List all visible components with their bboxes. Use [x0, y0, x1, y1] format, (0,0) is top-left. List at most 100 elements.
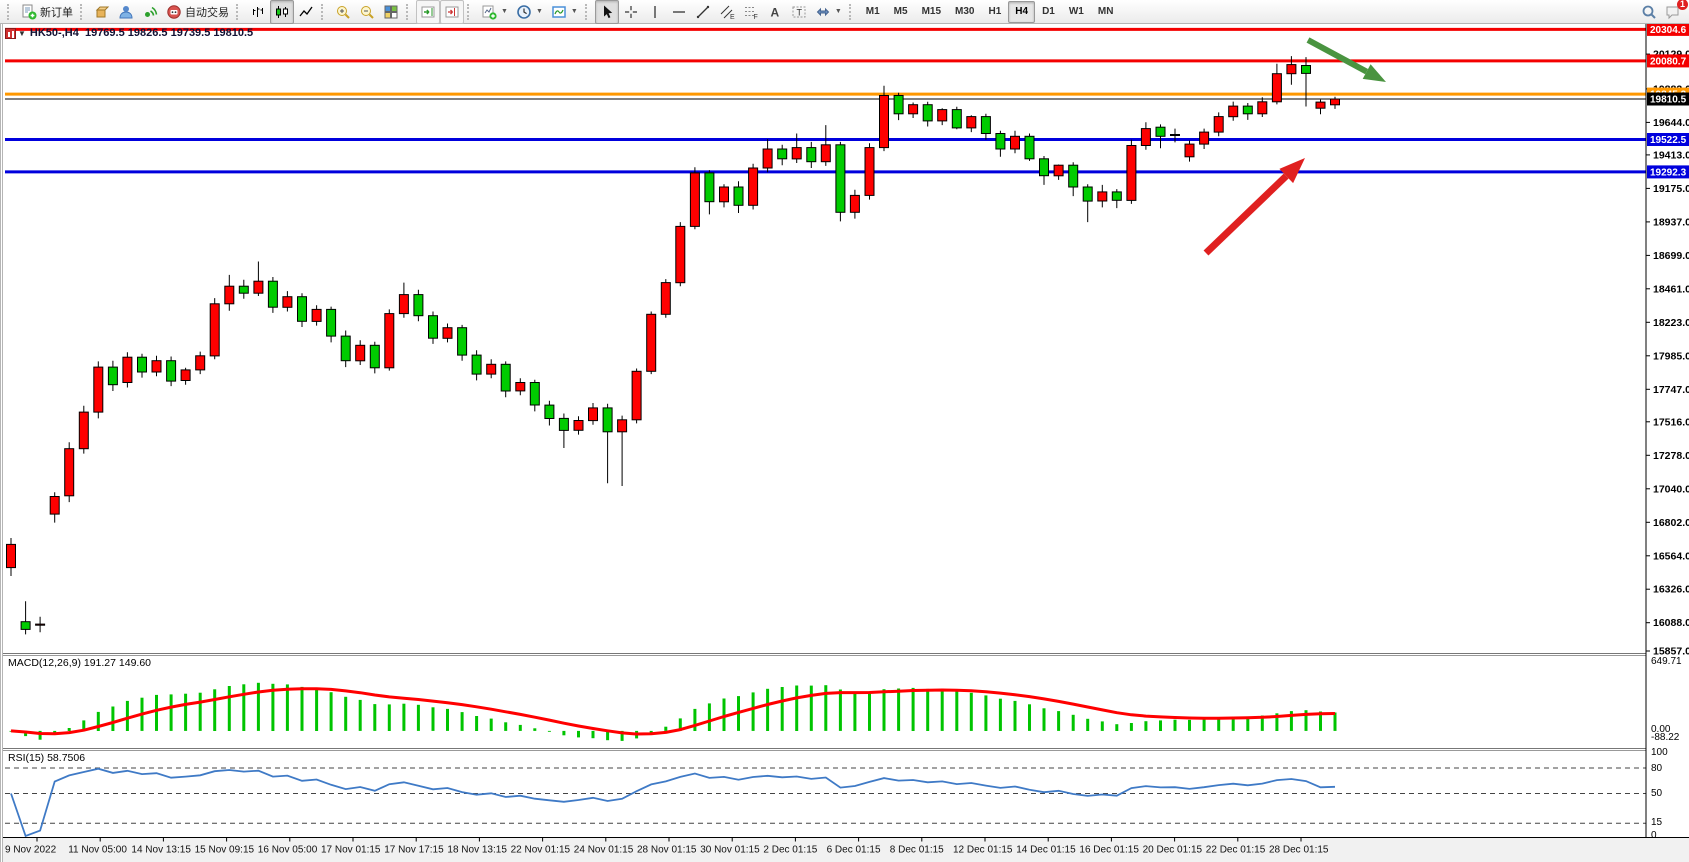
toolbar-grip: [584, 3, 592, 20]
chevron-down-icon[interactable]: ▼: [18, 29, 26, 38]
new-order-button[interactable]: 新订单: [17, 0, 77, 24]
svg-text:16802.0: 16802.0: [1653, 517, 1689, 529]
trendline-button[interactable]: [691, 0, 715, 24]
svg-text:16564.0: 16564.0: [1653, 550, 1689, 562]
marketwatch-button[interactable]: [90, 0, 114, 24]
chart-window[interactable]: 20129.019882.019644.019413.019175.018937…: [0, 24, 1689, 862]
bar-chart-button[interactable]: [246, 0, 270, 24]
tile-windows-button[interactable]: [379, 0, 403, 24]
shapes-icon: [816, 7, 830, 16]
chart-plus-icon: [482, 5, 497, 20]
candle-wicks: [10, 56, 1336, 635]
svg-text:14 Nov 13:15: 14 Nov 13:15: [131, 845, 191, 856]
zoom-out-button[interactable]: [355, 0, 379, 24]
chevron-down-icon[interactable]: ▼: [570, 8, 578, 15]
textlabel-icon: T: [792, 6, 806, 17]
navigator-button[interactable]: [138, 0, 162, 24]
tiles-icon: [384, 5, 398, 18]
timeframe-button-h1[interactable]: H1: [988, 5, 1002, 17]
candles-icon: [276, 5, 288, 18]
macd-signal-line: [10, 687, 1336, 736]
timeframe-button-m5[interactable]: M5: [893, 5, 908, 17]
svg-text:2 Dec 01:15: 2 Dec 01:15: [763, 845, 817, 856]
symbol-period-label: HK50-,H4: [29, 27, 79, 39]
time-axis[interactable]: 9 Nov 2022 11 Nov 05:00 14 Nov 13:15 15 Nov…: [3, 837, 1689, 862]
svg-text:F: F: [753, 14, 757, 20]
svg-text:A: A: [770, 5, 779, 19]
toolbar-grip: [80, 3, 87, 20]
line-chart-button[interactable]: [294, 0, 318, 24]
zoom-out-icon: [361, 5, 374, 19]
trendline-icon: [696, 5, 710, 18]
data-window-button[interactable]: [114, 0, 138, 24]
svg-text:17 Nov 01:15: 17 Nov 01:15: [321, 845, 381, 856]
vline-icon: [654, 5, 656, 18]
svg-text:19644.0: 19644.0: [1653, 117, 1689, 129]
chevron-down-icon[interactable]: ▼: [501, 8, 508, 15]
search-button[interactable]: [1637, 0, 1661, 24]
svg-text:12 Dec 01:15: 12 Dec 01:15: [953, 845, 1013, 856]
svg-text:17747.0: 17747.0: [1653, 384, 1689, 396]
crosshair-button[interactable]: [619, 0, 643, 24]
svg-text:18699.0: 18699.0: [1653, 250, 1689, 262]
text-button[interactable]: A: [763, 0, 787, 24]
autotrading-button[interactable]: 自动交易: [162, 0, 233, 24]
vline-button[interactable]: [643, 0, 667, 24]
timeframe-button-m30[interactable]: M30: [955, 5, 975, 17]
macd-indicator-label: MACD(12,26,9) 191.27 149.60: [8, 657, 152, 669]
candlestick-button[interactable]: [270, 0, 294, 24]
rsi-indicator-label: RSI(15) 58.7506: [8, 752, 86, 764]
svg-text:20 Dec 01:15: 20 Dec 01:15: [1143, 845, 1203, 856]
template-button[interactable]: ▼: [547, 0, 582, 24]
timeframe-button-mn[interactable]: MN: [1097, 5, 1114, 17]
annotation-arrow-up[interactable]: [1203, 158, 1305, 256]
svg-text:20080.7: 20080.7: [1650, 56, 1687, 67]
toolbar-grip: [848, 3, 856, 20]
new-chart-button[interactable]: ▼: [477, 0, 512, 24]
label-button[interactable]: T: [787, 0, 811, 24]
chart-symbol-icon: [5, 28, 16, 39]
svg-text:19810.5: 19810.5: [1650, 95, 1687, 106]
toolbar-grip: [467, 3, 474, 20]
chart-shift-button[interactable]: [440, 0, 464, 24]
notifications-button[interactable]: 1: [1661, 0, 1688, 24]
macd-histogram: [9, 682, 1337, 741]
channel-button[interactable]: E: [715, 0, 739, 24]
svg-text:11 Nov 05:00: 11 Nov 05:00: [68, 845, 127, 856]
timeframe-button-w1[interactable]: W1: [1068, 5, 1084, 17]
fibonacci-button[interactable]: F: [739, 0, 763, 24]
chevron-down-icon[interactable]: ▼: [535, 8, 543, 15]
notification-badge: 1: [1677, 0, 1688, 10]
timeframe-button-d1[interactable]: D1: [1042, 5, 1055, 17]
svg-text:18461.0: 18461.0: [1653, 283, 1689, 295]
shapes-button[interactable]: ▼: [811, 0, 846, 24]
linechart-icon: [299, 6, 313, 16]
price-axis[interactable]: 20129.019882.019644.019413.019175.018937…: [1645, 24, 1689, 841]
search-icon: [1642, 5, 1656, 19]
zoom-in-button[interactable]: [331, 0, 355, 24]
bull-candles: [6, 64, 1340, 626]
doc-plus-icon: [22, 4, 37, 19]
cursor-icon: [603, 5, 613, 18]
svg-text:80: 80: [1651, 763, 1663, 774]
chart-title: ▼ HK50-,H4 19769.5 19826.5 19739.5 19810.…: [18, 27, 253, 39]
timeframe-button-h4[interactable]: H4: [1008, 0, 1036, 23]
timeframe-button-m15[interactable]: M15: [921, 5, 942, 17]
crosshair-icon: [624, 5, 637, 18]
annotation-arrow-down[interactable]: [1306, 37, 1386, 82]
main-toolbar: 新订单 自动交易 ▼ ▼ ▼ E F A T ▼ M1 M5 M15 M30 H1 H4 D1 W1 MN 1: [0, 0, 1689, 24]
cursor-button[interactable]: [594, 0, 619, 24]
hline-icon: [672, 10, 685, 13]
cube-icon: [95, 6, 110, 17]
timeframe-button-m1[interactable]: M1: [865, 5, 880, 17]
hline-button[interactable]: [667, 0, 691, 24]
chart-canvas[interactable]: 20129.019882.019644.019413.019175.018937…: [3, 24, 1689, 862]
svg-text:0.00: 0.00: [1651, 724, 1671, 735]
auto-scroll-button[interactable]: [416, 0, 440, 24]
chevron-down-icon[interactable]: ▼: [834, 8, 842, 15]
svg-text:17516.0: 17516.0: [1653, 416, 1689, 428]
period-button[interactable]: ▼: [512, 0, 547, 24]
text-icon: A: [770, 5, 779, 19]
chartshift-icon: [445, 6, 459, 17]
svg-text:18223.0: 18223.0: [1653, 317, 1689, 329]
